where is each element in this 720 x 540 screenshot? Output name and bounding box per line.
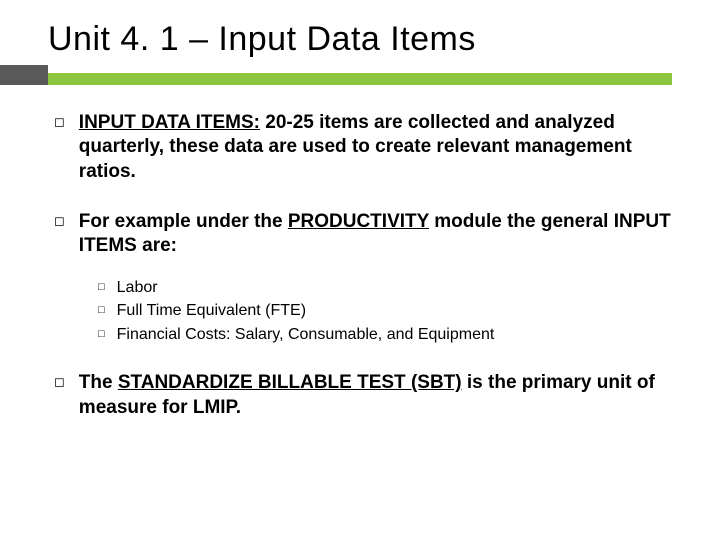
bullet-item: ◻ For example under the PRODUCTIVITY mod… bbox=[54, 210, 672, 259]
sub-bullet-item: □ Full Time Equivalent (FTE) bbox=[98, 300, 672, 322]
hollow-square-bullet-icon: □ bbox=[98, 280, 105, 295]
bullet-text: INPUT DATA ITEMS: 20-25 items are collec… bbox=[79, 111, 672, 184]
sub-bullet-item: □ Financial Costs: Salary, Consumable, a… bbox=[98, 324, 672, 346]
bullet-pre: For example under the bbox=[79, 211, 288, 232]
sub-bullet-text: Labor bbox=[117, 277, 672, 299]
square-bullet-icon: ◻ bbox=[54, 114, 65, 131]
hollow-square-bullet-icon: □ bbox=[98, 327, 105, 342]
title-rule-bar bbox=[48, 73, 672, 85]
sub-bullet-text: Financial Costs: Salary, Consumable, and… bbox=[117, 324, 672, 346]
square-bullet-icon: ◻ bbox=[54, 213, 65, 230]
closing-pre: The bbox=[79, 372, 118, 393]
bullet-text: For example under the PRODUCTIVITY modul… bbox=[79, 210, 672, 259]
sub-bullet-list: □ Labor □ Full Time Equivalent (FTE) □ F… bbox=[54, 277, 672, 346]
lead-underlined: INPUT DATA ITEMS: bbox=[79, 112, 260, 133]
bullet-item: ◻ The STANDARDIZE BILLABLE TEST (SBT) is… bbox=[54, 371, 672, 420]
bullet-text: The STANDARDIZE BILLABLE TEST (SBT) is t… bbox=[79, 371, 672, 420]
square-bullet-icon: ◻ bbox=[54, 374, 65, 391]
bullet-mid-underlined: PRODUCTIVITY bbox=[288, 211, 429, 232]
page-title: Unit 4. 1 – Input Data Items bbox=[48, 20, 672, 59]
sub-bullet-text: Full Time Equivalent (FTE) bbox=[117, 300, 672, 322]
title-rule-accent-block bbox=[0, 65, 48, 85]
bullet-item: ◻ INPUT DATA ITEMS: 20-25 items are coll… bbox=[54, 111, 672, 184]
closing-mid-underlined: STANDARDIZE BILLABLE TEST (SBT) bbox=[118, 372, 462, 393]
sub-bullet-item: □ Labor bbox=[98, 277, 672, 299]
hollow-square-bullet-icon: □ bbox=[98, 303, 105, 318]
slide: Unit 4. 1 – Input Data Items ◻ INPUT DAT… bbox=[0, 0, 720, 540]
content-body: ◻ INPUT DATA ITEMS: 20-25 items are coll… bbox=[48, 111, 672, 420]
title-rule bbox=[0, 65, 720, 87]
